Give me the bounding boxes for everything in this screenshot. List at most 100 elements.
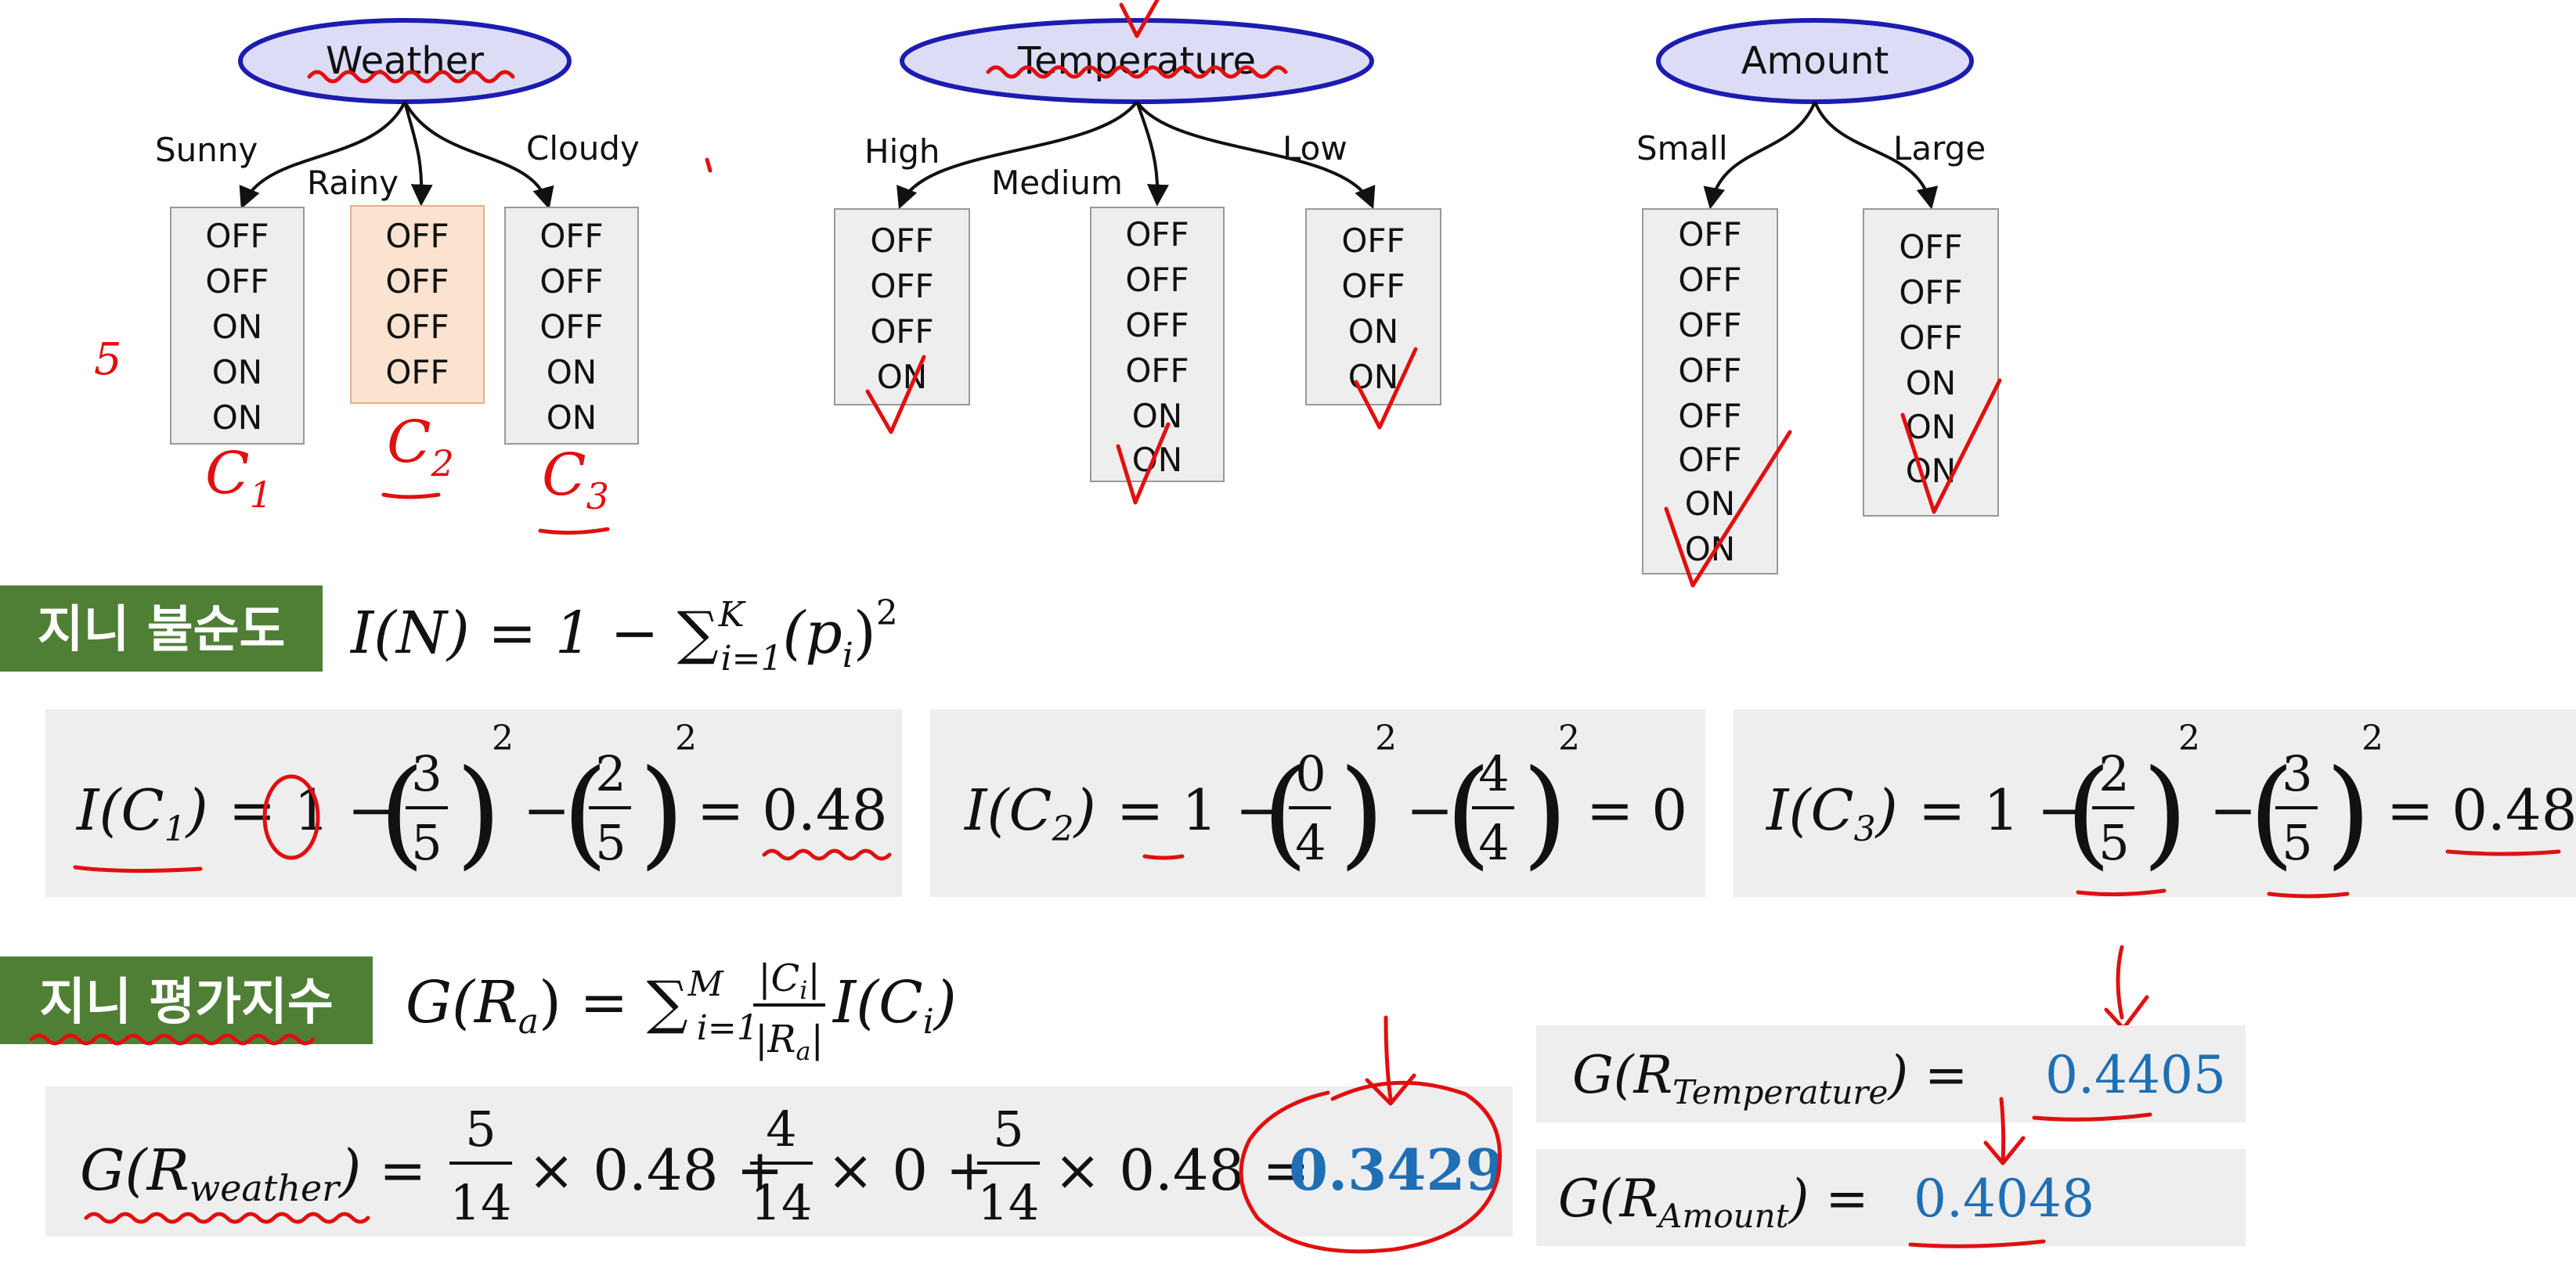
state: OFF	[1125, 261, 1189, 299]
medium-state-box	[1090, 207, 1225, 482]
state: ON	[1906, 408, 1956, 446]
svg-text:14: 14	[450, 1174, 512, 1231]
state: OFF	[385, 217, 449, 255]
svg-text:0: 0	[1295, 745, 1326, 802]
svg-text:3: 3	[2282, 745, 2312, 802]
svg-text:4: 4	[1478, 745, 1509, 802]
large-state-box	[1863, 208, 1999, 517]
c2-label: C2	[387, 409, 454, 485]
pen-annotations-impurity	[73, 774, 2561, 1031]
gini-index-frac-den: |Ra|	[755, 1018, 824, 1066]
gini-amount-equation: G(RAmount) =	[1558, 1169, 1869, 1235]
state: OFF	[385, 262, 449, 301]
amount-root-label: Amount	[1741, 39, 1889, 83]
svg-text:= 0.48: = 0.48	[697, 777, 888, 843]
gini-amount-panel	[1536, 1149, 2246, 1246]
gini-index-section: 지니 평가지수 G(Ra) = ∑M i=1 |Ci| |Ra| I(Ci) G(…	[0, 956, 2246, 1254]
svg-text:2: 2	[492, 719, 514, 758]
svg-text:2: 2	[1375, 719, 1397, 758]
state: OFF	[539, 262, 603, 301]
large-states: OFF OFF OFF ON ON ON	[1899, 228, 1962, 490]
state: ON	[1132, 397, 1182, 435]
gini-weather-equation: G(Rweather) = 5 14 × 0.48 + 4 14 × 0 + 5…	[80, 1100, 1505, 1231]
low-state-box	[1305, 208, 1441, 405]
branch-label-small: Small	[1636, 129, 1728, 168]
svg-text:= 0.48: = 0.48	[2387, 777, 2576, 843]
branch-label-sunny: Sunny	[155, 131, 258, 169]
svg-text:14: 14	[751, 1174, 813, 1231]
svg-text:2: 2	[675, 719, 697, 758]
state: OFF	[1678, 261, 1741, 299]
svg-text:= 1 −: = 1 −	[1117, 777, 1283, 843]
state: ON	[212, 353, 262, 391]
state: OFF	[1678, 215, 1741, 254]
svg-text:): )	[2325, 745, 2372, 881]
state: OFF	[1678, 306, 1741, 344]
svg-text:−: −	[1406, 777, 1453, 843]
svg-text:I(C1): I(C1)	[75, 777, 208, 849]
state: ON	[1348, 358, 1398, 396]
state: ON	[1685, 485, 1735, 523]
gini-impurity-tag	[0, 585, 323, 672]
gini-index-tag-label: 지니 평가지수	[39, 974, 334, 1032]
svg-text:(: (	[1445, 745, 1492, 881]
tree-temperature: Temperature High Medium Low OFF OFF OFF …	[834, 18, 1441, 482]
gini-impurity-tag-label: 지니 불순도	[38, 601, 286, 659]
pen-annotations-top: 5 C1 C2 C3	[94, 0, 2002, 588]
state: OFF	[1899, 228, 1962, 266]
low-states: OFF OFF ON ON	[1341, 222, 1405, 396]
svg-text:I(C3): I(C3)	[1765, 777, 1898, 849]
svg-text:2: 2	[2361, 719, 2383, 758]
branch-label-medium: Medium	[991, 164, 1123, 202]
pen-annotations-weather	[84, 1015, 1502, 1254]
state: OFF	[1899, 273, 1962, 312]
svg-text:2: 2	[1558, 719, 1580, 758]
gini-index-frac-num: |Ci|	[758, 956, 820, 1005]
state: OFF	[1899, 319, 1962, 357]
svg-text:−: −	[2210, 777, 2257, 843]
state: OFF	[385, 353, 449, 391]
tree-amount: Amount Small Large OFF OFF OFF OFF OFF O…	[1636, 18, 1999, 575]
svg-text:): )	[639, 745, 685, 881]
state: OFF	[1125, 351, 1189, 390]
branch-label-cloudy: Cloudy	[526, 129, 640, 168]
svg-text:14: 14	[978, 1174, 1040, 1231]
impurity-panel-c1	[45, 709, 902, 897]
svg-text:): )	[1339, 745, 1385, 881]
state: OFF	[1125, 215, 1189, 254]
impurity-equation-c1: I(C1) = 1 − ( 3 5 ) 2 − ( 2 5 ) 2 = 0.48	[75, 719, 888, 881]
impurity-panel-c3	[1734, 709, 2576, 897]
impurity-equation-c2: I(C2) = 1 − ( 0 4 ) 2 − ( 4 4 ) 2 = 0	[963, 719, 1687, 881]
state: OFF	[870, 267, 933, 305]
svg-text:4: 4	[766, 1100, 796, 1158]
gini-index-tag	[0, 956, 373, 1044]
gini-impurity-formula: I(N) = 1 − ∑K i=1(pi)2	[349, 593, 898, 679]
svg-text:(: (	[1262, 745, 1308, 881]
svg-text:2: 2	[2178, 719, 2200, 758]
svg-text:): )	[1522, 745, 1568, 881]
sunny-states: OFF OFF ON ON ON	[205, 217, 269, 437]
gini-temperature-result: 0.4405	[2045, 1045, 2226, 1105]
state: ON	[212, 308, 262, 346]
svg-text:(: (	[2249, 745, 2295, 881]
svg-text:2: 2	[2098, 745, 2129, 802]
svg-text:× 0.48 =: × 0.48 =	[1054, 1137, 1310, 1203]
svg-text:(: (	[562, 745, 608, 881]
gini-index-tail: I(Ci)	[832, 969, 957, 1042]
svg-text:4: 4	[1295, 814, 1326, 871]
high-state-box	[834, 208, 970, 405]
svg-text:2: 2	[595, 745, 626, 802]
sunny-state-box	[170, 207, 305, 445]
state: ON	[1906, 364, 1956, 402]
state: OFF	[539, 308, 603, 346]
rainy-state-box	[350, 205, 485, 404]
state: OFF	[1341, 222, 1405, 260]
state: ON	[212, 398, 262, 437]
svg-text:5: 5	[2282, 814, 2312, 871]
state: ON	[1348, 312, 1398, 351]
state: OFF	[205, 217, 269, 255]
gini-impurity-section: 지니 불순도 I(N) = 1 − ∑K i=1(pi)2 I(C1) = 1 −…	[0, 585, 2576, 1031]
small-states: OFF OFF OFF OFF OFF OFF ON ON	[1678, 215, 1741, 568]
svg-text:−: −	[523, 777, 570, 843]
svg-text:= 0: = 0	[1586, 777, 1687, 843]
